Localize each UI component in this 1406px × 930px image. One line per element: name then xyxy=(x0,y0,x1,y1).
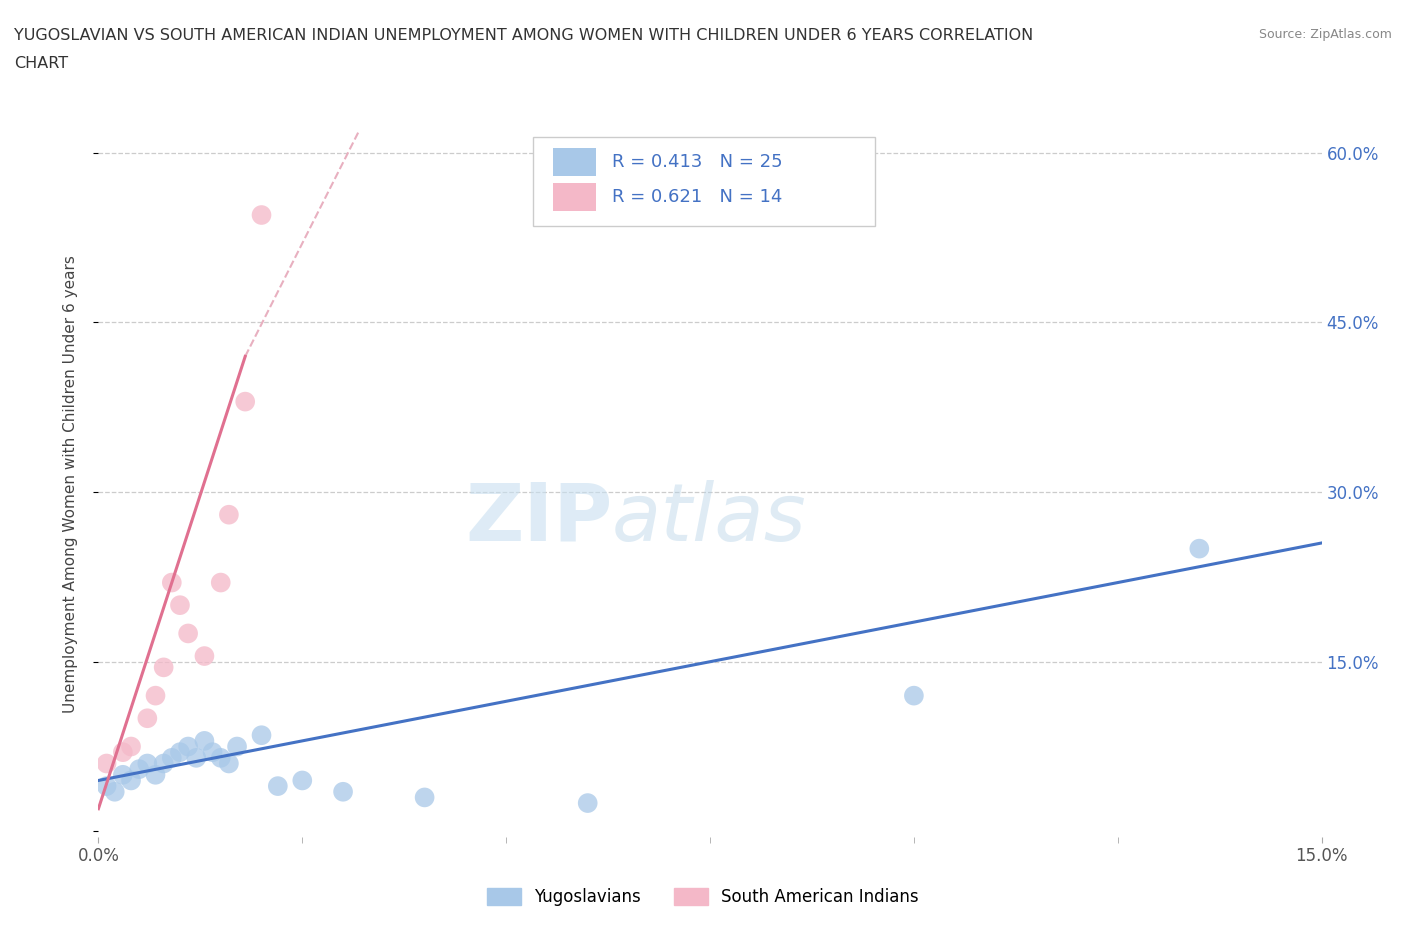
Point xyxy=(193,648,215,663)
Point xyxy=(201,745,224,760)
FancyBboxPatch shape xyxy=(533,138,875,226)
Point xyxy=(145,688,167,703)
Point xyxy=(250,728,273,743)
Text: ZIP: ZIP xyxy=(465,480,612,558)
Point xyxy=(209,751,232,765)
Point xyxy=(152,756,174,771)
Text: CHART: CHART xyxy=(14,56,67,71)
Point xyxy=(160,751,183,765)
Point xyxy=(233,394,256,409)
Point xyxy=(111,745,134,760)
FancyBboxPatch shape xyxy=(554,148,596,176)
Point xyxy=(250,207,273,222)
Point xyxy=(576,796,599,811)
Text: YUGOSLAVIAN VS SOUTH AMERICAN INDIAN UNEMPLOYMENT AMONG WOMEN WITH CHILDREN UNDE: YUGOSLAVIAN VS SOUTH AMERICAN INDIAN UNE… xyxy=(14,28,1033,43)
Point xyxy=(193,734,215,749)
Point xyxy=(104,784,127,799)
Point xyxy=(136,756,159,771)
Text: R = 0.621   N = 14: R = 0.621 N = 14 xyxy=(612,189,783,206)
Point xyxy=(96,756,118,771)
Point xyxy=(169,745,191,760)
Point xyxy=(903,688,925,703)
Point xyxy=(177,626,200,641)
Point xyxy=(332,784,354,799)
Point xyxy=(1188,541,1211,556)
Point xyxy=(96,778,118,793)
Point xyxy=(413,790,436,804)
FancyBboxPatch shape xyxy=(554,183,596,211)
Point xyxy=(218,756,240,771)
Point xyxy=(136,711,159,725)
Point xyxy=(145,767,167,782)
Point xyxy=(152,660,174,675)
Point xyxy=(111,767,134,782)
Text: Source: ZipAtlas.com: Source: ZipAtlas.com xyxy=(1258,28,1392,41)
Point xyxy=(291,773,314,788)
Point xyxy=(160,575,183,590)
Point xyxy=(209,575,232,590)
Legend: Yugoslavians, South American Indians: Yugoslavians, South American Indians xyxy=(481,881,925,912)
Point xyxy=(177,739,200,754)
Y-axis label: Unemployment Among Women with Children Under 6 years: Unemployment Among Women with Children U… xyxy=(63,255,77,712)
Point xyxy=(120,773,142,788)
Point xyxy=(120,739,142,754)
Text: R = 0.413   N = 25: R = 0.413 N = 25 xyxy=(612,153,783,171)
Point xyxy=(267,778,290,793)
Text: atlas: atlas xyxy=(612,480,807,558)
Point xyxy=(226,739,249,754)
Point xyxy=(169,598,191,613)
Point xyxy=(186,751,208,765)
Point xyxy=(128,762,150,777)
Point xyxy=(218,507,240,522)
